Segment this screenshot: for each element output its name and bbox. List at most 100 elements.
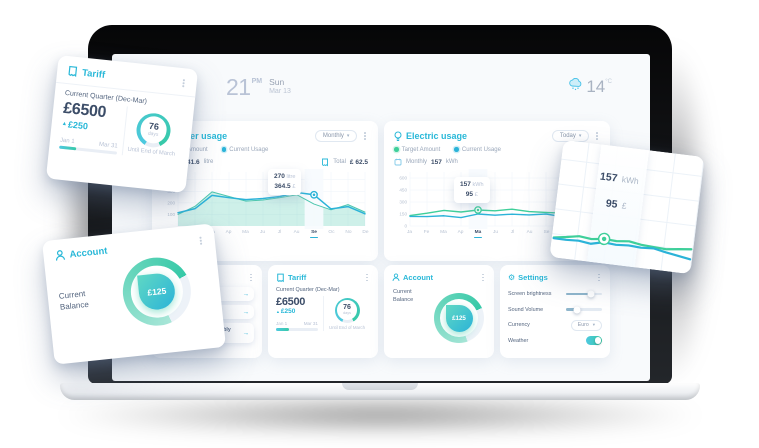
balance-gauge: £125: [434, 293, 484, 343]
volume-slider[interactable]: [566, 306, 602, 313]
legend-current[interactable]: Current Usage: [221, 147, 268, 153]
temperature-value: 14: [586, 77, 606, 96]
month-label[interactable]: Jl: [277, 230, 282, 235]
gear-icon: ⚙: [508, 273, 516, 282]
brightness-slider[interactable]: [566, 290, 602, 298]
receipt-icon: [67, 65, 79, 78]
legend-current[interactable]: Current Usage: [454, 147, 501, 153]
floating-account-more-options-icon[interactable]: [198, 235, 205, 247]
floating-tariff-card: Tariff Current Quarter (Dec-Mar) £6500 £…: [45, 55, 199, 193]
days-remaining-ring: 76 days: [334, 297, 360, 323]
month-label[interactable]: De: [362, 230, 369, 235]
account-more-options-icon[interactable]: [480, 272, 486, 284]
month-label[interactable]: Ju: [259, 230, 266, 235]
tariff-until: Until End of March: [127, 146, 176, 158]
days-remaining-ring: 76 days: [134, 111, 173, 149]
balance-label: Current Balance: [393, 289, 414, 303]
radio-icon: [454, 147, 459, 152]
water-stats: Monthly 41.6 litre Total £ 62.5: [162, 158, 368, 167]
card-title: Tariff: [81, 67, 106, 81]
balance-gauge: £125: [119, 254, 195, 329]
settings-card: ⚙ Settings Screen brightness Sound Volum…: [500, 265, 610, 358]
svg-text:150: 150: [399, 212, 407, 217]
arrow-right-icon[interactable]: →: [242, 308, 250, 316]
temperature-unit: °C: [605, 79, 612, 85]
month-label[interactable]: Ap: [225, 230, 232, 235]
tariff-range: Jan 1 Mar 31: [276, 321, 318, 326]
slider-knob[interactable]: [587, 290, 595, 298]
tariff-amount: £6500: [276, 296, 306, 308]
month-label[interactable]: Fe: [423, 230, 430, 235]
calendar-icon: [394, 158, 402, 166]
floating-chart-detail-card: 157 kWh 95 £: [549, 139, 705, 275]
month-label[interactable]: Jl: [510, 230, 515, 235]
electric-chart-tooltip: 157 kWh 95 £: [454, 177, 490, 203]
receipt-icon: [321, 158, 329, 167]
floating-tariff-more-options-icon[interactable]: [180, 77, 187, 89]
month-label[interactable]: Au: [526, 230, 533, 235]
weather-widget: 14 °C: [568, 78, 612, 95]
weather-toggle[interactable]: [586, 336, 602, 345]
radio-icon: [221, 147, 227, 152]
tariff-card: Tariff Current Quarter (Dec-Mar) £6500 £…: [268, 265, 378, 358]
water-legend: Target Amount Current Usage: [162, 145, 368, 154]
electric-legend: Target Amount Current Usage: [394, 145, 600, 154]
balance-value: £125: [445, 304, 473, 332]
arrow-right-icon[interactable]: →: [242, 329, 250, 337]
arrow-right-icon[interactable]: →: [242, 290, 250, 298]
svg-text:600: 600: [399, 176, 407, 181]
card-title: Electric usage: [406, 131, 468, 141]
messages-more-options-icon[interactable]: [248, 272, 254, 284]
month-label[interactable]: No: [345, 230, 352, 235]
month-label[interactable]: Ma: [440, 230, 447, 235]
month-label[interactable]: Oc: [328, 230, 335, 235]
dashboard-header: 21 PM Sun Mar 13 14 °C: [148, 76, 614, 116]
month-label[interactable]: Au: [293, 230, 300, 235]
account-card: Account Current Balance £125: [384, 265, 494, 358]
lightbulb-icon: [394, 131, 402, 142]
tariff-until: Until End of March: [328, 324, 366, 330]
legend-target[interactable]: Target Amount: [394, 147, 440, 153]
person-icon: [54, 249, 66, 262]
laptop-notch: [342, 383, 418, 390]
svg-text:0: 0: [404, 224, 407, 229]
charts-row: Water usage Monthly Target Amount Curren…: [152, 121, 610, 261]
time-value: 21: [226, 74, 251, 100]
card-title: Account: [403, 273, 433, 282]
time-meridiem: PM: [251, 78, 263, 85]
month-label[interactable]: Ja: [406, 230, 413, 235]
brightness-label: Screen brightness: [508, 291, 552, 297]
card-title: Settings: [518, 273, 548, 282]
receipt-icon: [276, 273, 285, 283]
month-label[interactable]: Ma: [242, 230, 249, 235]
weather-toggle-label: Weather: [508, 337, 529, 344]
shadow-ground: [55, 398, 705, 432]
laptop-base: [60, 383, 700, 400]
chart-detail-lines: [552, 232, 693, 261]
svg-text:450: 450: [399, 188, 407, 193]
water-period-dropdown[interactable]: Monthly: [314, 130, 358, 142]
month-label[interactable]: Ju: [492, 230, 499, 235]
electric-more-options-icon[interactable]: [594, 130, 600, 142]
tariff-delta: £250: [276, 308, 318, 315]
month-label[interactable]: Ap: [457, 230, 464, 235]
currency-dropdown[interactable]: Euro: [570, 319, 602, 331]
slider-knob[interactable]: [573, 306, 581, 313]
tariff-quarter: Current Quarter (Dec-Mar): [276, 287, 340, 293]
toggle-knob: [594, 337, 601, 344]
date-label: Mar 13: [269, 87, 291, 95]
card-title: Tariff: [288, 273, 307, 282]
water-usage-chart[interactable]: 400300200100: [162, 169, 368, 229]
tariff-more-options-icon[interactable]: [364, 272, 370, 284]
water-chart: 400300200100 JaFeMaApMaJuJlAuSeOcNoDe: [162, 169, 369, 238]
floating-account-card: Account Current Balance £125: [41, 223, 227, 365]
balance-label: Current Balance: [58, 288, 90, 312]
settings-more-options-icon[interactable]: [596, 272, 602, 284]
month-label[interactable]: Ma: [474, 230, 482, 238]
month-label[interactable]: Se: [310, 230, 318, 238]
svg-text:200: 200: [167, 200, 175, 205]
day-label: Sun: [269, 77, 285, 87]
person-icon: [392, 273, 400, 282]
month-label[interactable]: Se: [543, 230, 550, 235]
water-more-options-icon[interactable]: [362, 130, 368, 142]
